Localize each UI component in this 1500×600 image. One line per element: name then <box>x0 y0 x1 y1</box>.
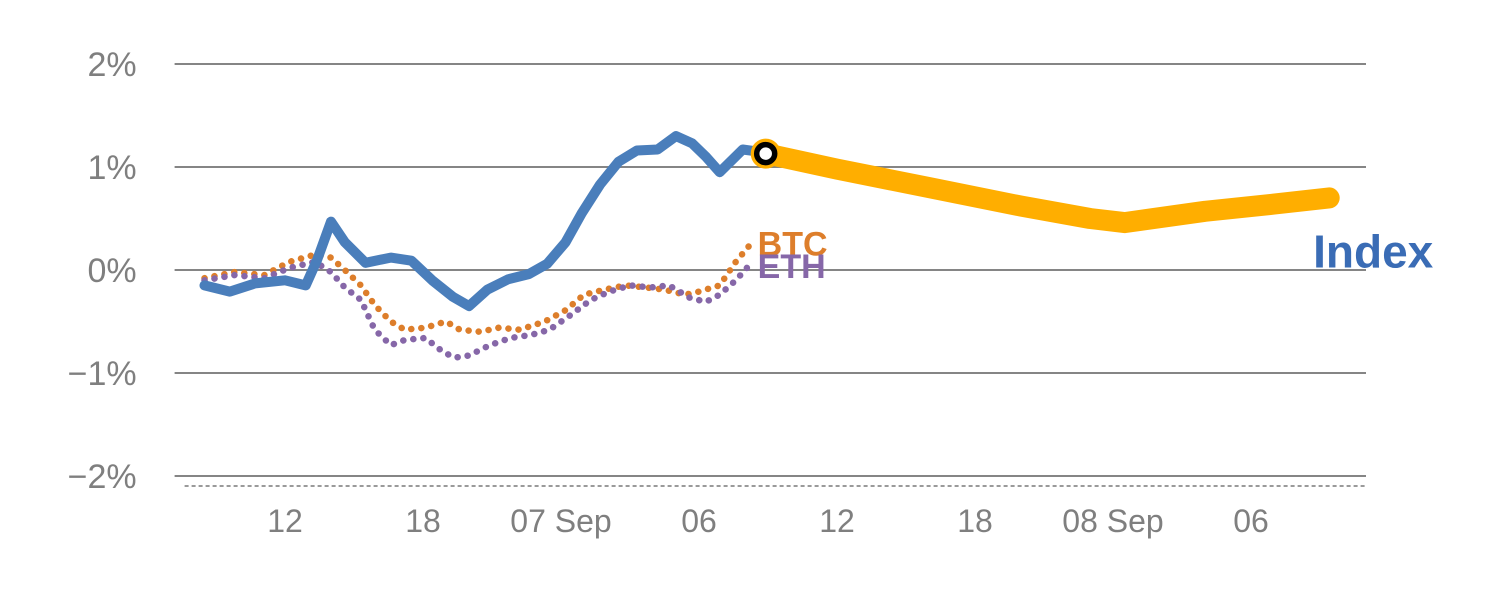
x-axis-tick-label: 07 Sep <box>510 503 611 539</box>
current-point-marker <box>753 141 778 166</box>
series-line-btc <box>201 242 753 336</box>
y-axis-tick-label: 0% <box>87 252 136 290</box>
x-axis-tick-label: 06 <box>681 503 717 539</box>
series-line-index <box>199 131 771 312</box>
y-axis-tick-label: 2% <box>87 46 136 84</box>
x-axis-tick-label: 12 <box>819 503 855 539</box>
series-label-index: Index <box>1313 225 1434 277</box>
x-axis-tick-label: 12 <box>267 503 303 539</box>
x-axis-tick-label: 18 <box>957 503 993 539</box>
series-label-eth: ETH <box>758 248 826 286</box>
y-axis-tick-label: 1% <box>87 149 136 187</box>
x-axis-tick-label: 18 <box>405 503 441 539</box>
series-line-eth <box>201 258 753 361</box>
series-line-index-forecast <box>755 143 1340 234</box>
x-axis-tick-label: 08 Sep <box>1062 503 1163 539</box>
y-axis-tick-label: −2% <box>68 458 137 496</box>
series-label-btc: BTC <box>758 225 828 263</box>
x-axis-tick-label: 06 <box>1233 503 1269 539</box>
y-axis-tick-label: −1% <box>68 355 137 393</box>
